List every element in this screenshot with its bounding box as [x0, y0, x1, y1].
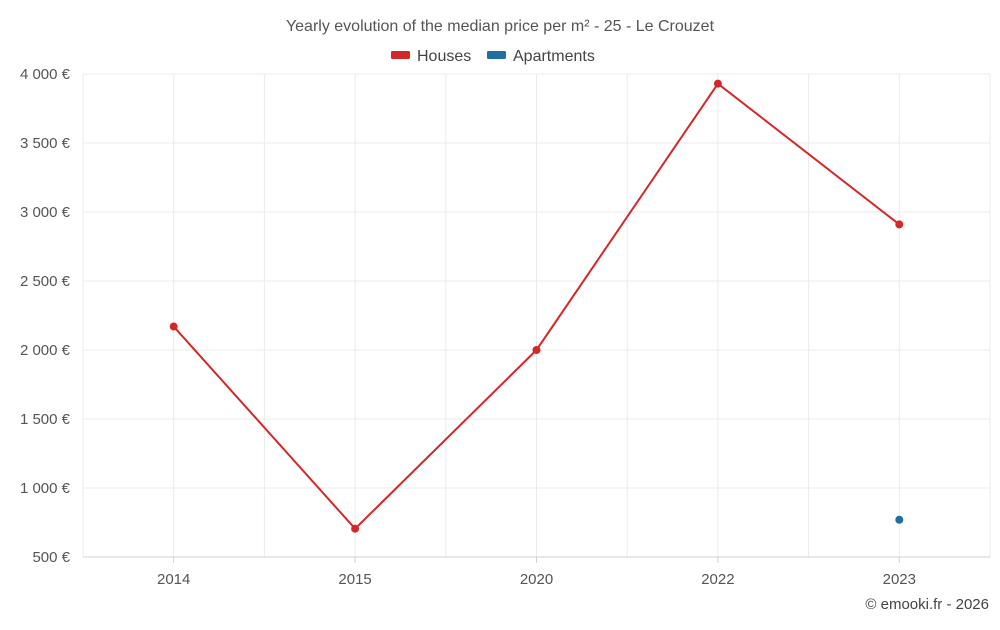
y-tick-label: 500 €: [32, 549, 70, 566]
axes: 500 € 1 000 € 1 500 € 2 000 € 2 500 € 3 000 €…: [20, 66, 990, 588]
data-point-houses[interactable]: [351, 524, 360, 533]
data-point-houses[interactable]: [532, 346, 541, 354]
legend-label-houses: Houses: [417, 48, 471, 65]
legend-swatch-houses: [391, 51, 410, 59]
y-tick-label: 2 000 €: [20, 342, 71, 359]
y-tick-label: 3 000 €: [20, 204, 71, 221]
legend-item-houses[interactable]: Houses: [391, 48, 471, 65]
y-tick-label: 1 500 €: [20, 411, 71, 428]
legend: Houses Apartments: [391, 48, 595, 65]
x-tick-label: 2020: [520, 571, 553, 588]
y-tick-label: 2 500 €: [20, 273, 71, 290]
x-tick-label: 2023: [883, 571, 916, 588]
legend-item-apartments[interactable]: Apartments: [487, 48, 595, 65]
series: [169, 79, 904, 533]
y-tick-label: 3 500 €: [20, 135, 71, 152]
x-tick-label: 2022: [701, 571, 734, 588]
credit-text: © emooki.fr - 2026: [865, 596, 989, 613]
y-tick-label: 4 000 €: [20, 66, 71, 83]
x-tick-label: 2015: [338, 571, 371, 588]
y-tick-label: 1 000 €: [20, 480, 71, 497]
legend-label-apartments: Apartments: [513, 48, 595, 65]
chart-title: Yearly evolution of the median price per…: [286, 18, 715, 35]
data-point-houses[interactable]: [713, 79, 722, 88]
data-point-apartments[interactable]: [895, 515, 904, 524]
grid: [82, 73, 991, 557]
x-tick-label: 2014: [157, 571, 190, 588]
data-point-houses[interactable]: [895, 220, 904, 229]
legend-swatch-apartments: [487, 51, 506, 59]
data-point-houses[interactable]: [169, 322, 178, 331]
